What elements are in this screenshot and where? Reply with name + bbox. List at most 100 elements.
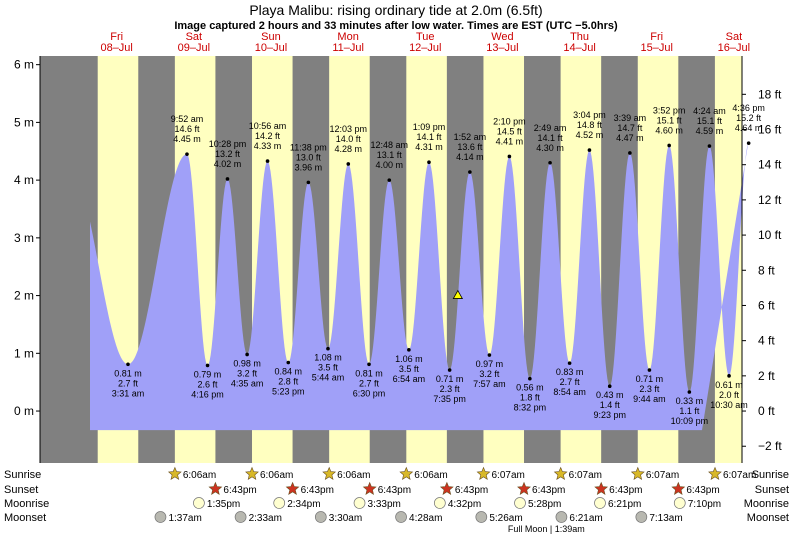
moonrise-time: 3:33pm (368, 499, 401, 510)
high-tide-label: 14.2 ft (255, 131, 281, 141)
sunrise-icon (476, 466, 491, 480)
axes-layer: 6 m 5 m 4 m 3 m 2 m 1 m 0 m 18 ft 16 ft 14 ft 12 f… (14, 56, 782, 463)
moonrise-icon (673, 497, 686, 509)
moonrise-icon (433, 497, 446, 509)
low-tide-label: 2.6 ft (198, 379, 219, 389)
sunrise-icon (553, 466, 568, 480)
moonset-icon (234, 511, 247, 523)
left-axis-tick-label: 0 m (14, 404, 34, 418)
moonrise-icon (193, 497, 205, 509)
high-tide-label: 14.1 ft (538, 133, 564, 143)
low-tide-label: 0.61 m (715, 380, 743, 390)
high-tide-label: 4.30 m (536, 143, 564, 153)
sunset-icon (517, 481, 531, 495)
low-tide-label: 0.71 m (636, 374, 664, 384)
high-tide-point (468, 170, 472, 174)
high-tide-label: 3:39 am (614, 113, 647, 123)
sunset-time: 6:43pm (532, 485, 565, 496)
sunset-icon (362, 481, 377, 495)
high-tide-point (667, 143, 671, 148)
low-tide-label: 0.97 m (476, 359, 504, 369)
sunset-icon (594, 481, 609, 495)
high-tide-label: 11:38 pm (290, 142, 327, 152)
low-tide-label: 2.3 ft (639, 384, 660, 394)
moonset-icon (555, 511, 568, 523)
day-date-label: 12–Jul (409, 42, 441, 54)
current-level-marker (452, 289, 464, 299)
sunset-icon (208, 481, 223, 495)
moonrise-time: 7:10pm (688, 499, 721, 510)
right-axis-tick-label: 18 ft (758, 87, 782, 101)
moonset-time: 1:37am (168, 513, 201, 524)
day-date-label: 16–Jul (718, 42, 750, 54)
sunrise-icon (630, 466, 645, 480)
right-axis-tick-label: 16 ft (758, 123, 782, 137)
moonset-icon (635, 511, 648, 523)
high-tide-label: 3:52 pm (653, 105, 686, 115)
right-axis-tick-label: −2 ft (758, 439, 782, 453)
low-tide-point (205, 363, 210, 368)
moonset-time: 5:26am (489, 513, 522, 524)
high-tide-label: 2:10 pm (493, 116, 526, 126)
high-tide-label: 3:04 pm (573, 110, 606, 120)
high-tide-label: 14.5 ft (497, 126, 523, 136)
low-tide-label: 0.81 m (114, 368, 142, 378)
low-tide-point (607, 384, 612, 389)
sunrise-time: 6:07am (569, 470, 602, 481)
low-tide-label: 9:44 am (633, 394, 666, 404)
low-tide-label: 8:54 am (553, 387, 586, 397)
low-tide-label: 9:23 pm (593, 410, 626, 420)
high-tide-label: 3.96 m (295, 162, 323, 172)
high-tide-label: 13.6 ft (457, 142, 483, 152)
day-date-label: 08–Jul (100, 42, 132, 54)
high-tide-label: 9:52 am (171, 114, 204, 124)
row-label-left: Moonrise (4, 498, 49, 510)
sunset-time: 6:43pm (609, 485, 642, 496)
right-axis-tick-label: 14 ft (758, 158, 782, 172)
high-tide-label: 13.1 ft (377, 150, 403, 160)
low-tide-label: 0.98 m (233, 358, 261, 368)
high-tide-label: 4.33 m (254, 141, 282, 151)
low-tide-label: 2.3 ft (440, 384, 461, 394)
high-tide-label: 4:24 am (693, 106, 726, 116)
low-tide-label: 0.33 m (676, 396, 704, 406)
sunset-icon (671, 481, 686, 495)
low-tide-label: 0.81 m (355, 368, 383, 378)
left-axis-tick-label: 6 m (14, 58, 34, 72)
right-axis-tick-label: 4 ft (758, 334, 775, 348)
day-name-label: Sat (186, 31, 203, 43)
moonrise-time: 2:34pm (287, 499, 320, 510)
right-axis-tick-label: 6 ft (758, 298, 775, 312)
day-name-label: Wed (491, 31, 513, 43)
moonset-icon (395, 511, 407, 523)
high-tide-label: 14.8 ft (577, 120, 603, 130)
high-tide-label: 13.2 ft (215, 149, 241, 159)
low-tide-label: 5:44 am (312, 373, 345, 383)
low-tide-label: 3.2 ft (479, 369, 500, 379)
high-tide-label: 10:56 am (249, 121, 287, 131)
right-axis-tick-label: 12 ft (758, 193, 782, 207)
day-name-label: Thu (570, 31, 589, 43)
sunrise-time: 6:06am (337, 470, 370, 481)
moonset-icon (475, 511, 488, 523)
low-tide-label: 8:32 pm (514, 403, 547, 413)
high-tide-label: 14.7 ft (617, 123, 643, 133)
left-axis-tick-label: 3 m (14, 231, 34, 245)
high-tide-point (707, 144, 712, 148)
sunset-time: 6:43pm (686, 485, 719, 496)
low-tide-label: 0.71 m (436, 374, 464, 384)
sunset-time: 6:43pm (223, 485, 256, 496)
moonset-time: 7:13am (649, 513, 682, 524)
chart-title: Playa Malibu: rising ordinary tide at 2.… (249, 2, 542, 18)
moonrise-time: 6:21pm (608, 499, 641, 510)
moonrise-icon (273, 497, 286, 509)
high-tide-label: 4.52 m (576, 130, 604, 140)
day-name-label: Mon (337, 31, 358, 43)
high-tide-label: 1:09 pm (413, 122, 446, 132)
sunrise-icon (708, 466, 722, 480)
high-tide-point (387, 178, 392, 182)
high-tide-label: 4.60 m (655, 125, 683, 135)
low-tide-point (727, 374, 731, 378)
